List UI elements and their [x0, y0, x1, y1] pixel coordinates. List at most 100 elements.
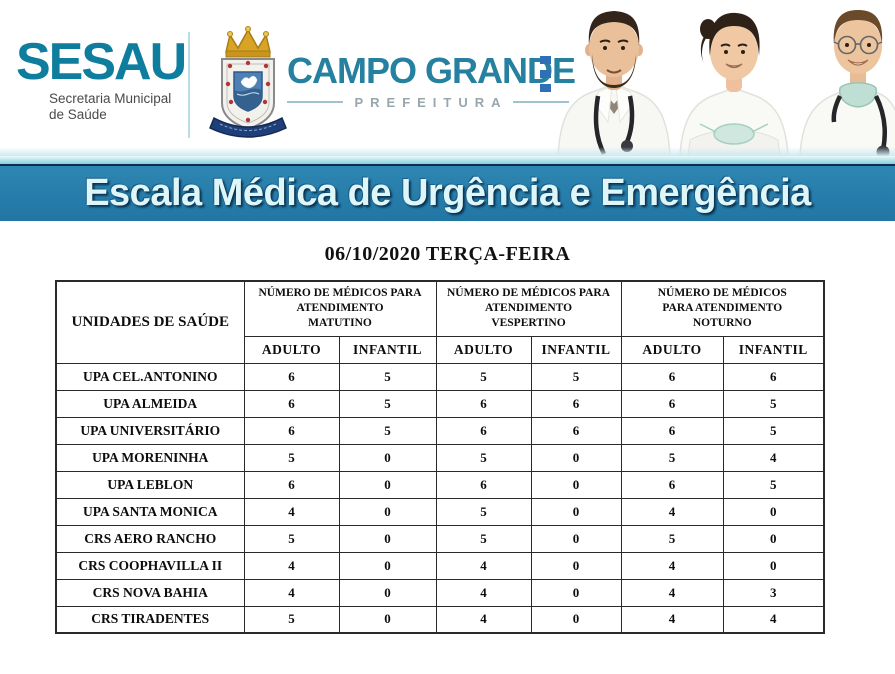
- prefeitura-left-rule: [287, 101, 344, 104]
- unit-name: UPA LEBLON: [55, 470, 245, 499]
- unit-name: UPA UNIVERSITÁRIO: [55, 416, 245, 445]
- doctor-count: 5: [243, 524, 340, 553]
- doctor-count: 6: [722, 362, 825, 391]
- schedule-table-head: UNIDADES DE SAÚDE NÚMERO DE MÉDICOS PARA…: [55, 280, 825, 364]
- unit-name: UPA CEL.ANTONINO: [55, 362, 245, 391]
- table-row: CRS AERO RANCHO 5 0 5 0 5 0: [55, 524, 825, 553]
- doctor-count: 0: [722, 551, 825, 580]
- doctor-count: 4: [435, 551, 532, 580]
- prefeitura-label: PREFEITURA: [354, 94, 508, 110]
- doctor-count: 4: [722, 605, 825, 634]
- banner-main: Escala Médica de Urgência e Emergência: [0, 164, 895, 221]
- doctor-count: 5: [435, 443, 532, 472]
- doctor-count: 6: [243, 416, 340, 445]
- doctor-count: 6: [620, 416, 724, 445]
- doctor-count: 5: [722, 389, 825, 418]
- table-row: UPA LEBLON 6 0 6 0 6 5: [55, 470, 825, 499]
- doctor-count: 0: [530, 551, 622, 580]
- schedule-table: UNIDADES DE SAÚDE NÚMERO DE MÉDICOS PARA…: [55, 280, 825, 634]
- page-title: Escala Médica de Urgência e Emergência: [84, 172, 811, 214]
- sesau-logo-text: SESAU: [16, 33, 187, 91]
- campo-grande-coat-of-arms-icon: [200, 22, 296, 142]
- unit-name: CRS AERO RANCHO: [55, 524, 245, 553]
- doctor-count: 4: [435, 578, 532, 607]
- subheader-vespertino-adulto: ADULTO: [435, 335, 532, 364]
- column-header-units: UNIDADES DE SAÚDE: [55, 280, 245, 364]
- banner-top-strip: [0, 156, 895, 164]
- unit-name: UPA ALMEIDA: [55, 389, 245, 418]
- header-divider: [188, 32, 190, 138]
- group-header-row: UNIDADES DE SAÚDE NÚMERO DE MÉDICOS PARA…: [55, 280, 825, 364]
- table-row: CRS COOPHAVILLA II 4 0 4 0 4 0: [55, 551, 825, 580]
- column-group-matutino: NÚMERO DE MÉDICOS PARA ATENDIMENTO MATUT…: [243, 280, 437, 337]
- table-row: UPA MORENINHA 5 0 5 0 5 4: [55, 443, 825, 472]
- doctor-count: 6: [435, 470, 532, 499]
- doctor-count: 6: [435, 416, 532, 445]
- doctor-count: 0: [722, 524, 825, 553]
- doctor-count: 6: [530, 416, 622, 445]
- doctor-count: 5: [243, 605, 340, 634]
- doctor-count: 0: [722, 497, 825, 526]
- doctor-count: 6: [620, 362, 724, 391]
- doctor-count: 0: [338, 578, 437, 607]
- sesau-subtitle-line2: de Saúde: [49, 106, 107, 122]
- subheader-matutino-adulto: ADULTO: [243, 335, 340, 364]
- doctor-count: 0: [530, 443, 622, 472]
- campo-grande-logo: CAMPO GRANDE PREFEITURA: [287, 50, 576, 110]
- unit-name: UPA MORENINHA: [55, 443, 245, 472]
- doctor-count: 5: [338, 362, 437, 391]
- unit-name: CRS COOPHAVILLA II: [55, 551, 245, 580]
- doctor-count: 5: [435, 497, 532, 526]
- table-row: CRS TIRADENTES 5 0 4 0 4 4: [55, 605, 825, 634]
- table-row: UPA ALMEIDA 6 5 6 6 6 5: [55, 389, 825, 418]
- doctor-count: 5: [722, 416, 825, 445]
- doctor-count: 4: [243, 578, 340, 607]
- table-row: UPA UNIVERSITÁRIO 6 5 6 6 6 5: [55, 416, 825, 445]
- table-row: UPA CEL.ANTONINO 6 5 5 5 6 6: [55, 362, 825, 391]
- subheader-noturno-infantil: INFANTIL: [722, 335, 825, 364]
- prefeitura-label-row: PREFEITURA: [287, 95, 569, 110]
- subheader-matutino-infantil: INFANTIL: [338, 335, 437, 364]
- doctor-count: 5: [338, 389, 437, 418]
- sesau-subtitle-line1: Secretaria Municipal: [49, 91, 172, 106]
- doctor-count: 6: [530, 389, 622, 418]
- doctor-count: 5: [530, 362, 622, 391]
- doctor-count: 6: [435, 389, 532, 418]
- doctor-count: 0: [338, 605, 437, 634]
- doctor-count: 5: [435, 362, 532, 391]
- column-group-noturno: NÚMERO DE MÉDICOS PARA ATENDIMENTO NOTUR…: [620, 280, 825, 337]
- header-bottom-fade: [0, 147, 895, 156]
- title-banner: Escala Médica de Urgência e Emergência: [0, 156, 895, 221]
- column-group-vespertino: NÚMERO DE MÉDICOS PARA ATENDIMENTO VESPE…: [435, 280, 622, 337]
- doctor-count: 5: [722, 470, 825, 499]
- subheader-row: ADULTO INFANTIL ADULTO INFANTIL ADULTO I…: [56, 335, 825, 364]
- doctor-count: 4: [243, 497, 340, 526]
- doctor-count: 4: [620, 578, 724, 607]
- prefeitura-right-rule: [512, 101, 569, 104]
- unit-name: CRS TIRADENTES: [55, 605, 245, 634]
- doctor-count: 0: [530, 524, 622, 553]
- doctor-count: 4: [722, 443, 825, 472]
- doctor-count: 0: [338, 551, 437, 580]
- date-heading: 06/10/2020 TERÇA-FEIRA: [324, 243, 571, 265]
- doctor-count: 5: [620, 443, 724, 472]
- campo-grande-logo-text: CAMPO GRANDE: [287, 50, 576, 91]
- doctor-count: 0: [338, 524, 437, 553]
- doctor-count: 0: [530, 497, 622, 526]
- doctor-count: 6: [620, 470, 724, 499]
- doctor-count: 0: [530, 470, 622, 499]
- unit-name: CRS NOVA BAHIA: [55, 578, 245, 607]
- doctor-count: 5: [338, 416, 437, 445]
- doctor-count: 4: [620, 605, 724, 634]
- sesau-logo: SESAU Secretaria Municipal de Saúde: [16, 33, 187, 122]
- schedule-table-body: UPA CEL.ANTONINO 6 5 5 5 6 6 UPA ALMEIDA 6 5 6 6 6 5 U…: [55, 362, 825, 634]
- doctor-count: 4: [435, 605, 532, 634]
- header: SESAU Secretaria Municipal de Saúde: [0, 0, 895, 159]
- doctor-count: 6: [243, 389, 340, 418]
- page: SESAU Secretaria Municipal de Saúde: [0, 0, 895, 634]
- doctor-count: 3: [722, 578, 825, 607]
- doctor-count: 0: [530, 605, 622, 634]
- subheader-vespertino-infantil: INFANTIL: [530, 335, 622, 364]
- doctor-count: 6: [620, 389, 724, 418]
- doctor-count: 4: [243, 551, 340, 580]
